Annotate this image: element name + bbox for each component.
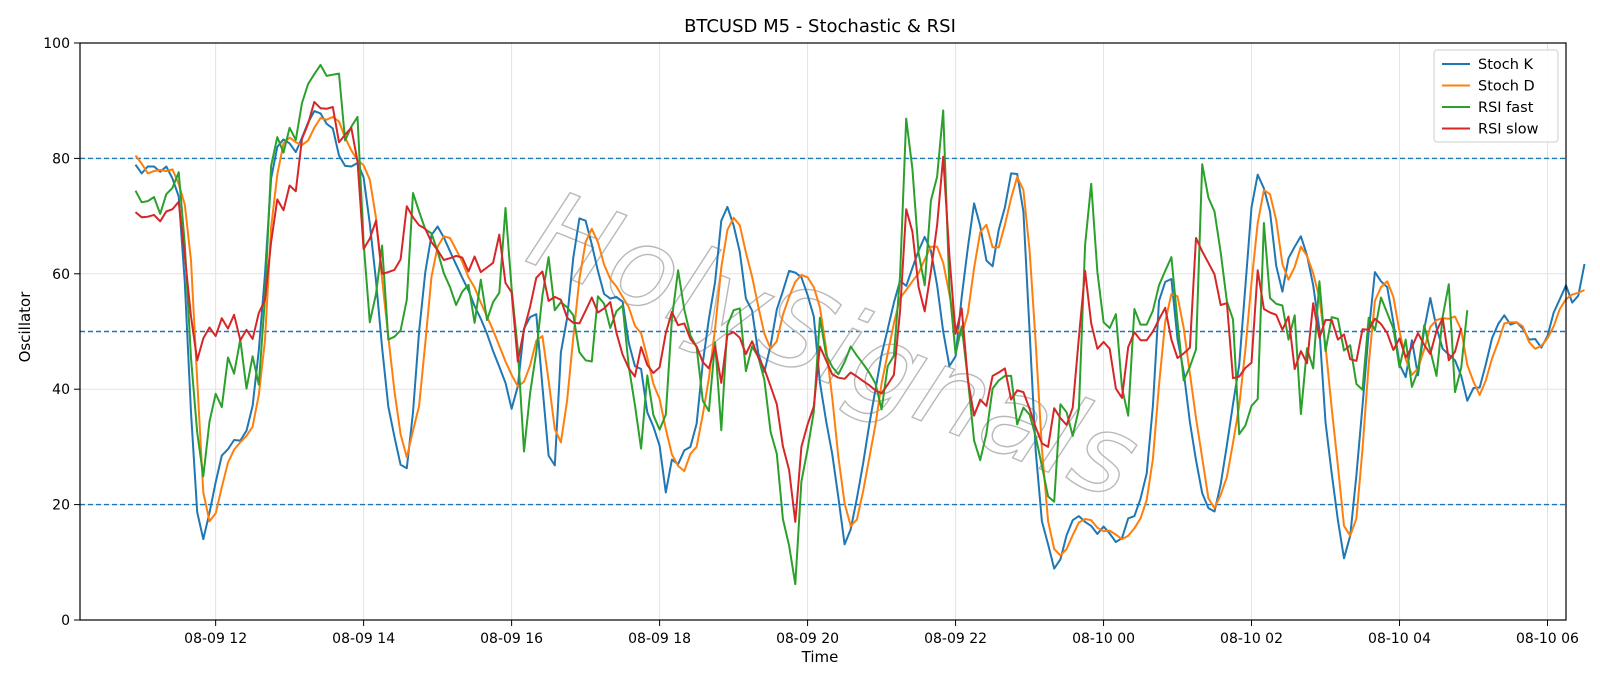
legend-label: RSI fast (1478, 100, 1534, 116)
x-tick-label: 08-09 18 (628, 631, 691, 647)
y-tick-label: 40 (52, 382, 70, 398)
y-tick-label: 100 (43, 36, 70, 52)
series-layer (134, 63, 1586, 586)
plot-frame (79, 42, 1567, 621)
x-tick-label: 08-09 22 (924, 631, 987, 647)
chart-title: BTCUSD M5 - Stochastic & RSI (684, 16, 956, 37)
x-axis-title: Time (801, 648, 839, 666)
legend-label: Stoch K (1478, 57, 1534, 73)
y-tick-label: 60 (52, 267, 70, 283)
y-tick-label: 20 (52, 498, 70, 514)
y-tick-label: 80 (52, 151, 70, 167)
x-tick-label: 08-10 00 (1072, 631, 1135, 647)
y-axis-title: Oscillator (16, 291, 34, 363)
x-tick-label: 08-10 04 (1368, 631, 1431, 647)
x-tick-label: 08-09 12 (184, 631, 247, 647)
legend-label: Stoch D (1478, 79, 1535, 95)
x-axis-ticks: 08-09 12 08-09 14 08-09 16 08-09 18 08-09 20… (184, 620, 1579, 647)
y-axis-ticks: 0 20 40 60 80 100 (43, 36, 80, 629)
x-tick-label: 08-10 06 (1516, 631, 1579, 647)
series-line-rsi-fast (134, 63, 1469, 586)
y-tick-label: 0 (61, 613, 70, 629)
x-tick-label: 08-09 20 (776, 631, 839, 647)
x-tick-label: 08-09 14 (332, 631, 395, 647)
legend-label: RSI slow (1478, 122, 1539, 138)
legend-box (1433, 49, 1559, 143)
x-tick-label: 08-09 16 (480, 631, 543, 647)
series-line-rsi-slow (134, 100, 1463, 523)
x-tick-label: 08-10 02 (1220, 631, 1283, 647)
legend: Stoch K Stoch D RSI fast RSI slow (1433, 49, 1559, 143)
